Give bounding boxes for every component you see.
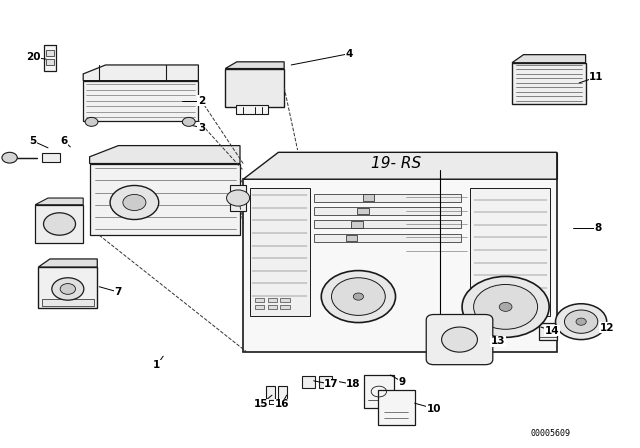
Text: 2: 2: [198, 96, 205, 106]
Bar: [250, 188, 310, 316]
Bar: [83, 81, 198, 121]
Bar: [314, 234, 461, 242]
Bar: [346, 235, 357, 241]
Circle shape: [556, 304, 607, 340]
Text: 4: 4: [345, 49, 353, 59]
Circle shape: [182, 117, 195, 126]
Text: 1: 1: [153, 360, 161, 370]
Polygon shape: [35, 198, 83, 205]
Bar: [357, 208, 369, 214]
Circle shape: [576, 318, 586, 325]
Bar: [280, 298, 290, 302]
Text: 12: 12: [600, 323, 614, 333]
Circle shape: [123, 194, 146, 211]
Circle shape: [474, 284, 538, 329]
Polygon shape: [83, 65, 198, 81]
Circle shape: [52, 278, 84, 300]
Bar: [268, 305, 277, 309]
Text: 16: 16: [275, 399, 289, 409]
Circle shape: [110, 185, 159, 220]
Bar: [90, 164, 240, 235]
Polygon shape: [38, 259, 97, 267]
Circle shape: [2, 152, 17, 163]
Circle shape: [227, 190, 250, 206]
Circle shape: [564, 310, 598, 333]
Polygon shape: [90, 146, 240, 164]
Text: 20: 20: [26, 52, 40, 62]
Text: 18: 18: [346, 379, 360, 389]
Polygon shape: [512, 55, 586, 63]
Bar: [314, 207, 461, 215]
Bar: [255, 298, 264, 302]
Bar: [236, 105, 268, 114]
Bar: [225, 69, 284, 107]
Bar: [351, 221, 363, 228]
Bar: [230, 185, 246, 211]
Bar: [44, 45, 56, 71]
Circle shape: [44, 213, 76, 235]
Text: 3: 3: [198, 123, 205, 133]
Text: 10: 10: [427, 404, 441, 414]
Bar: [470, 188, 550, 316]
Bar: [42, 299, 94, 306]
Bar: [278, 386, 287, 400]
Bar: [319, 376, 332, 388]
Bar: [378, 390, 415, 425]
FancyBboxPatch shape: [426, 314, 493, 365]
Text: 11: 11: [589, 72, 604, 82]
Bar: [46, 50, 54, 56]
Text: 17: 17: [324, 379, 339, 389]
Circle shape: [85, 117, 98, 126]
Bar: [302, 376, 315, 388]
Bar: [363, 194, 374, 201]
Circle shape: [60, 284, 76, 294]
Text: 15: 15: [254, 399, 268, 409]
Text: 14: 14: [545, 326, 559, 336]
Text: 7: 7: [115, 287, 122, 297]
Circle shape: [442, 327, 477, 352]
Circle shape: [332, 278, 385, 315]
Circle shape: [462, 276, 549, 337]
Circle shape: [321, 271, 396, 323]
Text: 6: 6: [60, 136, 68, 146]
Bar: [314, 194, 461, 202]
Bar: [268, 298, 277, 302]
Text: 13: 13: [491, 336, 505, 346]
Bar: [266, 386, 275, 400]
Bar: [364, 375, 394, 408]
Bar: [42, 153, 60, 162]
Bar: [35, 205, 83, 243]
Circle shape: [499, 302, 512, 311]
Bar: [539, 323, 557, 340]
Bar: [280, 305, 290, 309]
Text: 8: 8: [595, 224, 602, 233]
Bar: [38, 267, 97, 308]
Polygon shape: [243, 152, 557, 179]
Circle shape: [353, 293, 364, 300]
Text: 5: 5: [29, 136, 37, 146]
Polygon shape: [225, 62, 284, 69]
Text: 19- RS: 19- RS: [371, 156, 421, 171]
Text: 9: 9: [398, 377, 406, 387]
Bar: [314, 220, 461, 228]
Bar: [46, 59, 54, 65]
Bar: [255, 305, 264, 309]
Bar: [243, 179, 557, 352]
Bar: [512, 63, 586, 104]
Text: 00005609: 00005609: [531, 429, 570, 438]
